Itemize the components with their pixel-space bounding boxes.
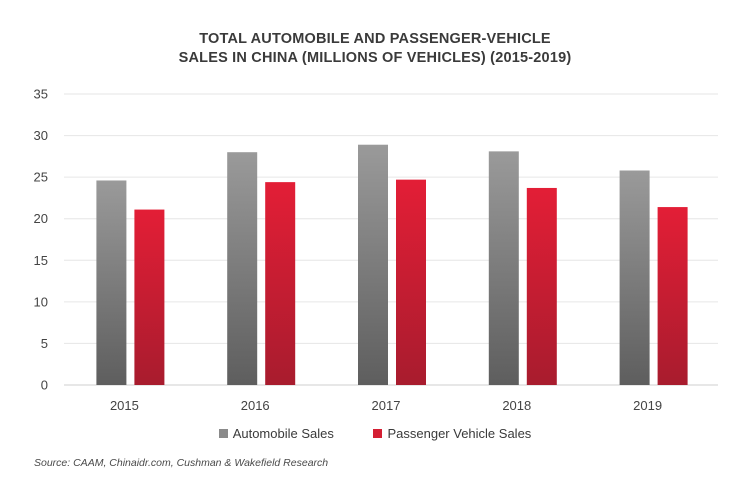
y-tick-label: 30: [34, 128, 48, 143]
bar-chart: 0 5 10 15 20 25 30 35 2015 2016 2017 2018 2019: [34, 87, 718, 413]
x-axis-ticks: 2015 2016 2017 2018 2019: [110, 398, 662, 413]
chart-title-line-1: TOTAL AUTOMOBILE AND PASSENGER-VEHICLE: [199, 31, 551, 47]
bar-automobile-2019: [619, 170, 650, 385]
bar-passenger-2016: [265, 182, 296, 385]
legend-swatch-automobile: [218, 429, 228, 438]
bar-automobile-2018: [488, 151, 519, 385]
legend-swatch-passenger: [373, 429, 383, 438]
y-tick-label: 10: [34, 294, 48, 309]
legend-label-automobile: Automobile Sales: [232, 426, 334, 441]
x-tick-label: 2015: [110, 398, 139, 413]
legend-item-passenger: Passenger Vehicle Sales: [373, 426, 531, 441]
y-tick-label: 0: [41, 378, 48, 393]
bar-automobile-2016: [227, 152, 258, 385]
y-tick-label: 20: [34, 211, 48, 226]
x-tick-label: 2016: [241, 398, 270, 413]
bar-automobile-2015: [96, 180, 127, 385]
bar-passenger-2017: [396, 179, 426, 385]
chart-title: TOTAL AUTOMOBILE AND PASSENGER-VEHICLE S…: [0, 30, 750, 68]
bars: [96, 144, 688, 385]
source-note: Source: CAAM, Chinaidr.com, Cushman & Wa…: [34, 457, 329, 469]
y-tick-label: 15: [34, 253, 48, 268]
legend: Automobile Sales Passenger Vehicle Sales: [0, 426, 750, 441]
bar-passenger-2018: [526, 187, 557, 385]
y-tick-label: 25: [34, 170, 48, 185]
chart-title-line-2: SALES IN CHINA (MILLIONS OF VEHICLES) (2…: [178, 50, 572, 66]
x-tick-label: 2019: [633, 398, 662, 413]
bar-passenger-2015: [134, 209, 165, 385]
x-tick-label: 2017: [372, 398, 401, 413]
legend-item-automobile: Automobile Sales: [218, 426, 334, 441]
bar-automobile-2017: [358, 144, 388, 385]
bar-passenger-2019: [657, 207, 688, 385]
y-axis-ticks: 0 5 10 15 20 25 30 35: [34, 87, 48, 393]
y-tick-label: 35: [34, 87, 48, 102]
legend-label-passenger: Passenger Vehicle Sales: [387, 426, 532, 441]
x-tick-label: 2018: [502, 398, 531, 413]
y-tick-label: 5: [41, 336, 48, 351]
grid-lines: [64, 93, 718, 386]
